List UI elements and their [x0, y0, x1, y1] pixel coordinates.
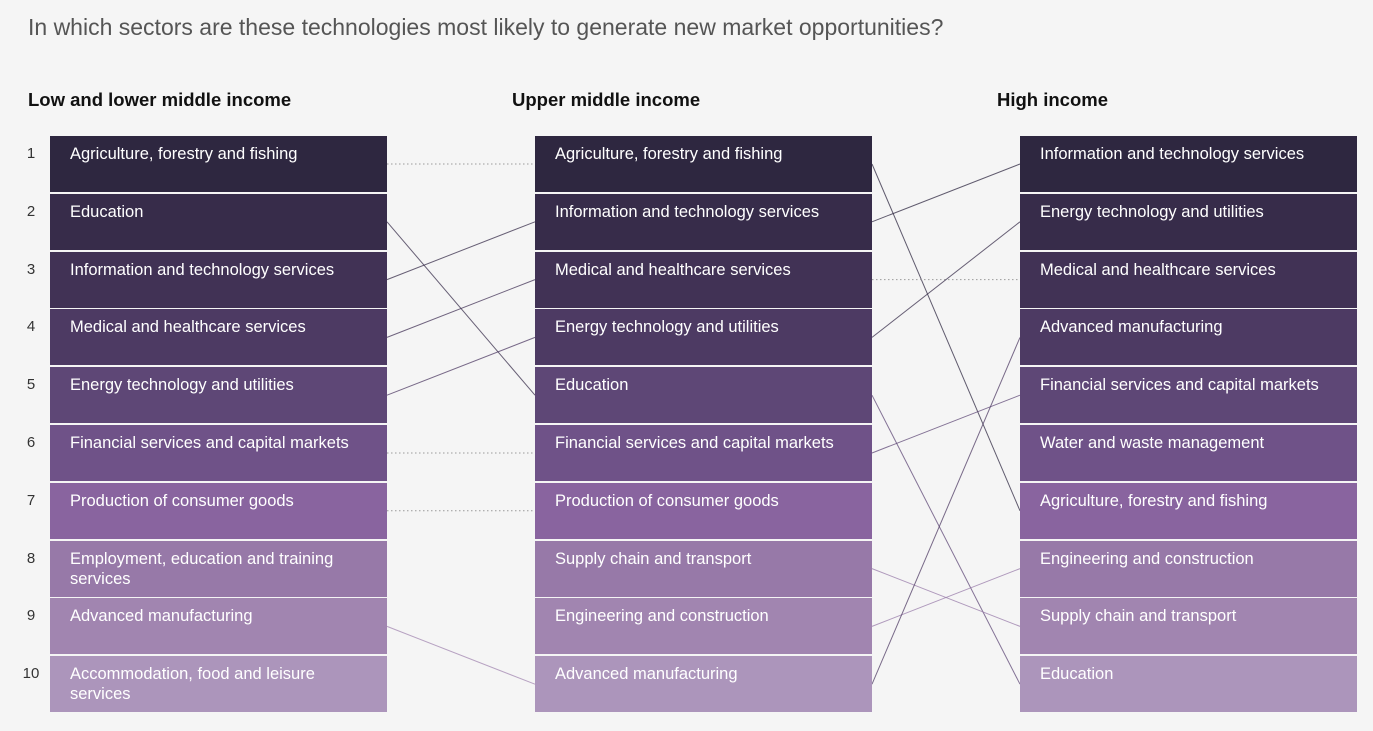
high-income-sector-item: Engineering and construction: [1020, 540, 1357, 597]
low-income-sector-item: Advanced manufacturing: [50, 598, 387, 655]
low-income-sector-item: Agriculture, forestry and fishing: [50, 136, 387, 192]
page-title: In which sectors are these technologies …: [28, 14, 944, 40]
upper-middle-to-high-connector: [871, 163, 1021, 511]
rank-number: 10: [22, 665, 40, 683]
high-income-sector-item: Water and waste management: [1020, 424, 1357, 481]
low-income-sector-item: Employment, education and training servi…: [50, 540, 387, 597]
upper-middle-to-high-connector: [871, 394, 1021, 454]
low-to-upper-middle-connector: [386, 336, 536, 396]
upper-middle-income-sector-item: Information and technology services: [535, 193, 872, 250]
low-to-upper-middle-connector: [386, 221, 536, 396]
rank-number: 1: [26, 145, 36, 162]
upper-middle-income-sector-item: Advanced manufacturing: [535, 656, 872, 713]
high-income-sector-item: Medical and healthcare services: [1020, 251, 1357, 308]
rank-number: 4: [26, 318, 36, 336]
high-income-sector-item: Agriculture, forestry and fishing: [1020, 482, 1357, 539]
upper-middle-income-sector-item: Education: [535, 367, 872, 424]
upper-middle-to-high-connector: [871, 163, 1021, 223]
rank-number: 2: [26, 202, 36, 220]
column-header-high-income: High income: [997, 89, 1109, 110]
high-income-sector-item: Supply chain and transport: [1020, 598, 1357, 655]
upper-middle-income-sector-item: Supply chain and transport: [535, 540, 872, 597]
low-income-sector-item: Financial services and capital markets: [50, 424, 387, 481]
upper-middle-income-ranking: Agriculture, forestry and fishing Informa…: [535, 136, 872, 714]
upper-middle-income-sector-item: Financial services and capital markets: [535, 424, 872, 481]
low-income-sector-item: Energy technology and utilities: [50, 367, 387, 424]
column-header-upper-middle-income: Upper middle income: [512, 89, 701, 110]
low-income-sector-item: Information and technology services: [50, 251, 387, 308]
high-income-sector-item: Advanced manufacturing: [1020, 309, 1357, 366]
high-income-sector-item: Energy technology and utilities: [1020, 193, 1357, 250]
upper-middle-to-high-connector: [871, 568, 1021, 627]
upper-middle-income-sector-item: Medical and healthcare services: [535, 251, 872, 308]
column-header-low-income: Low and lower middle income: [28, 89, 292, 110]
rank-number: 8: [26, 549, 36, 567]
rank-number: 3: [26, 260, 36, 278]
low-to-upper-middle-connector: [386, 279, 536, 338]
high-income-sector-item: Information and technology services: [1020, 136, 1357, 192]
rank-number: 7: [26, 491, 36, 509]
rank-number: 5: [26, 376, 36, 394]
low-income-sector-item: Production of consumer goods: [50, 482, 387, 539]
rank-number: 6: [26, 434, 36, 451]
high-income-sector-item: Financial services and capital markets: [1020, 367, 1357, 424]
upper-middle-income-sector-item: Agriculture, forestry and fishing: [535, 136, 872, 192]
low-income-sector-item: Education: [50, 193, 387, 250]
upper-middle-income-sector-item: Energy technology and utilities: [535, 309, 872, 366]
high-income-sector-item: Education: [1020, 656, 1357, 713]
low-income-ranking: Agriculture, forestry and fishing Educati…: [50, 136, 387, 714]
upper-middle-to-high-connector: [871, 221, 1021, 338]
upper-middle-income-sector-item: Engineering and construction: [535, 598, 872, 655]
low-to-upper-middle-connector: [386, 221, 536, 281]
upper-middle-to-high-connector: [871, 394, 1021, 685]
upper-middle-income-sector-item: Production of consumer goods: [535, 482, 872, 539]
low-income-sector-item: Medical and healthcare services: [50, 309, 387, 366]
rank-number: 9: [26, 607, 36, 625]
upper-middle-to-high-connector: [871, 568, 1021, 627]
high-income-ranking: Information and technology services Energ…: [1020, 136, 1357, 714]
upper-middle-to-high-connector: [871, 337, 1021, 685]
low-to-upper-middle-connector: [386, 625, 536, 685]
low-income-sector-item: Accommodation, food and leisure services: [50, 656, 387, 713]
